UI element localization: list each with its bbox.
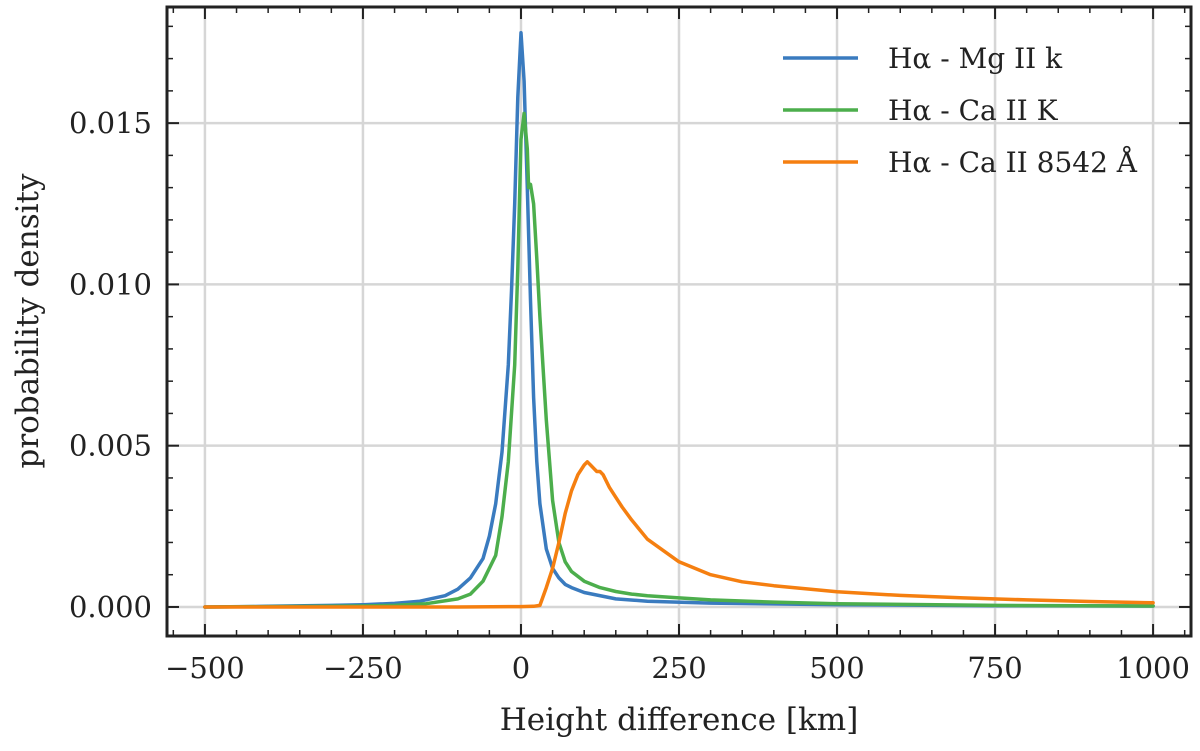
series-line-1 [203,111,1155,609]
series-line-0 [203,31,1155,609]
y-tick-label: 0.005 [69,429,152,463]
x-tick-label: −500 [165,651,245,685]
x-axis-label: Height difference [km] [500,702,859,738]
legend-label-1: Hα - Ca II K [888,94,1059,127]
y-tick-label: 0.010 [69,267,152,301]
y-axis-label: probability density [10,173,46,469]
series-line-2 [203,460,1155,609]
y-tick-label: 0.000 [69,590,152,624]
legend-label-0: Hα - Mg II k [888,42,1063,75]
legend-label-2: Hα - Ca II 8542 Å [888,146,1138,179]
x-tick-label: 750 [967,651,1022,685]
tick-labels: −500 −250 0 250 500 750 1000 0.000 0.005 0.010 0.0… [69,106,1190,685]
x-tick-label: 500 [809,651,864,685]
x-tick-label: 250 [651,651,706,685]
x-tick-label: 0 [512,651,530,685]
ticks [167,7,1191,636]
x-tick-label: −250 [323,651,403,685]
y-tick-label: 0.015 [69,106,152,140]
x-tick-label: 1000 [1116,651,1190,685]
series-lines [203,31,1155,609]
legend: Hα - Mg II k Hα - Ca II K Hα - Ca II 8542 … [783,42,1138,179]
